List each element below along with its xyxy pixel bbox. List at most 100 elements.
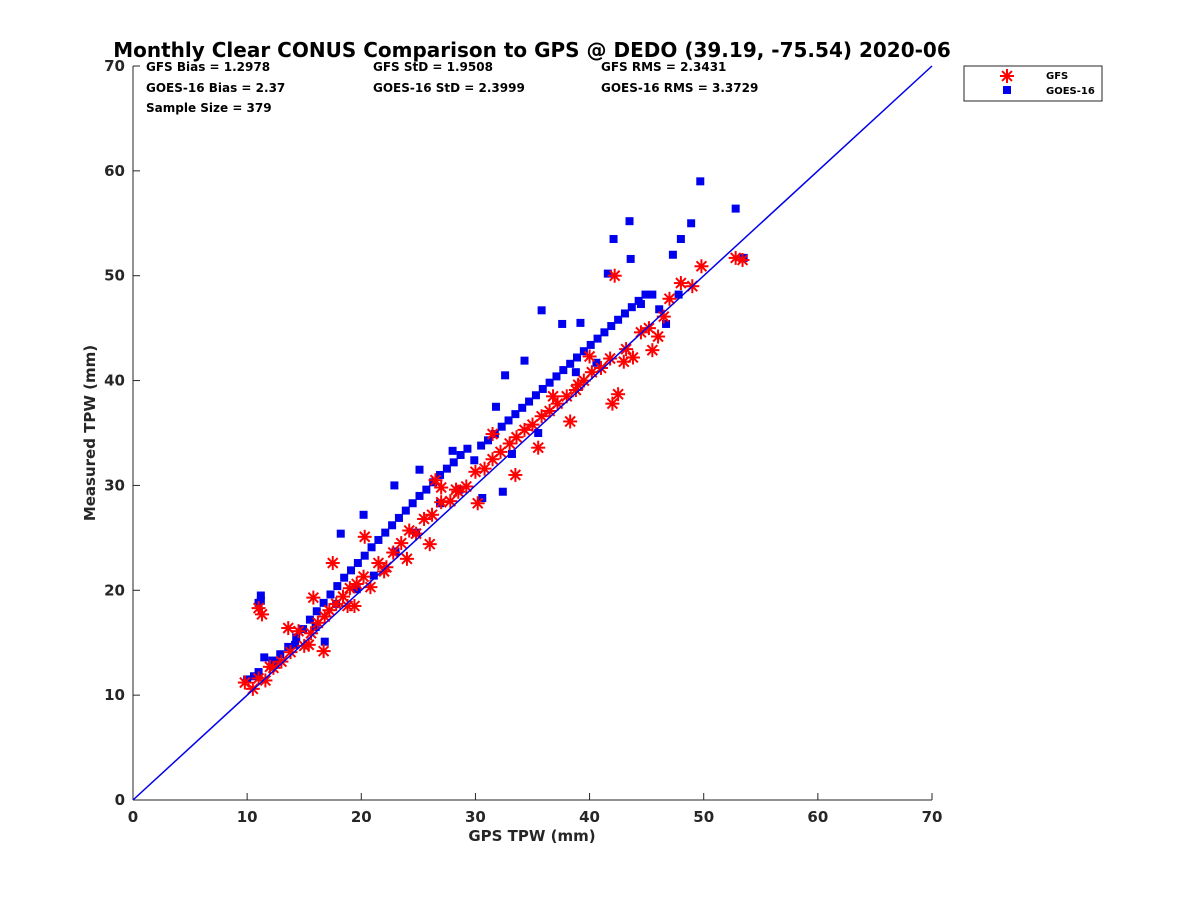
goes-16-point — [674, 290, 683, 299]
goes-16-point — [626, 254, 635, 263]
goes-16-point — [456, 451, 465, 460]
x-tick-label: 50 — [693, 808, 714, 826]
goes-16-point — [507, 449, 516, 458]
gfs-point — [377, 564, 392, 579]
goes-16-point — [256, 596, 265, 605]
gfs-point — [468, 464, 483, 479]
y-tick-label: 50 — [104, 267, 125, 285]
goes-16-point — [291, 640, 300, 649]
goes-16-point — [593, 334, 602, 343]
x-tick-label: 0 — [128, 808, 138, 826]
gfs-point — [673, 276, 688, 291]
goes-16-point — [534, 429, 543, 437]
goes-16-point — [558, 319, 567, 328]
goes-16-point — [648, 290, 657, 299]
legend: GFS GOES-16 — [963, 65, 1103, 102]
y-ticks: 0 10 20 30 40 50 60 70 — [104, 57, 140, 809]
gfs-point — [508, 467, 523, 482]
gfs-point — [304, 626, 319, 641]
goes-16-point — [260, 653, 269, 662]
legend-box — [963, 65, 1103, 102]
gfs-point — [616, 354, 631, 369]
gfs-point — [534, 409, 549, 424]
gfs-rms-stat: GFS RMS = 2.3431 — [601, 60, 726, 74]
goes-16-point — [347, 566, 356, 575]
goes-16-point — [470, 456, 479, 465]
gfs-point — [735, 252, 750, 267]
goes-16-point — [696, 177, 705, 186]
goes-16-point — [586, 340, 595, 349]
goes-16-point — [415, 491, 424, 500]
gfs-point — [283, 645, 298, 660]
goes-16-point — [641, 290, 650, 299]
goes-16-point — [573, 353, 582, 362]
gfs-point — [568, 383, 583, 398]
gfs-point — [291, 624, 306, 639]
goes-16-point — [576, 318, 585, 327]
goes-16-point — [415, 465, 424, 474]
goes-16-point — [369, 571, 378, 580]
gfs-point — [258, 673, 273, 688]
gfs-point — [509, 430, 524, 445]
gfs-point — [517, 422, 532, 437]
goes-16-point — [477, 441, 486, 450]
goes-16-point — [401, 506, 410, 515]
gfs-point — [428, 473, 443, 488]
gfs-point — [434, 495, 449, 510]
plot-axes — [132, 66, 932, 801]
gfs-point — [386, 545, 401, 560]
gfs-point — [425, 507, 440, 522]
goes-16-point — [607, 322, 616, 331]
goes-16-point — [448, 446, 457, 455]
goes-16-point — [614, 315, 623, 324]
goes-16-point — [390, 481, 399, 490]
gfs-point — [611, 387, 626, 402]
gfs-point — [336, 589, 351, 604]
x-ticks: 0 10 20 30 40 50 60 70 — [128, 793, 943, 826]
goes-16-point — [504, 416, 513, 425]
goes-16-point — [537, 306, 546, 315]
one-to-one-line — [132, 65, 933, 801]
gfs-point — [493, 444, 508, 459]
gfs-point — [422, 537, 437, 552]
goes-16-point — [518, 403, 527, 412]
goes-16-point — [498, 487, 507, 496]
goes-16-point — [625, 217, 634, 226]
y-tick-label: 10 — [104, 686, 125, 704]
goes-16-point — [501, 371, 510, 380]
gfs-point — [571, 377, 586, 392]
gfs-point — [449, 482, 464, 497]
goes-16-point — [538, 384, 547, 393]
x-tick-label: 30 — [465, 808, 486, 826]
gfs-point — [301, 637, 316, 652]
goes-rms-stat: GOES-16 RMS = 3.3729 — [601, 81, 758, 95]
goes-16-point — [305, 615, 314, 624]
gfs-point — [563, 414, 578, 429]
gfs-point — [694, 259, 709, 274]
goes-16-point — [408, 499, 417, 508]
goes-bias-stat: GOES-16 Bias = 2.37 — [146, 81, 285, 95]
goes-16-point — [256, 591, 265, 600]
goes-16-point — [463, 444, 472, 453]
gfs-point — [641, 321, 656, 336]
goes-16-point — [271, 658, 280, 667]
goes-16-point — [531, 391, 540, 400]
goes-16-point — [312, 607, 321, 616]
goes-16-point — [636, 300, 645, 309]
y-tick-label: 70 — [104, 57, 125, 75]
goes-16-point — [600, 328, 609, 337]
goes-16-point — [320, 637, 329, 646]
gfs-bias-stat: GFS Bias = 1.2978 — [146, 60, 270, 74]
legend-goes-label: GOES-16 — [1046, 86, 1095, 97]
goes-16-point — [336, 529, 345, 538]
y-tick-label: 40 — [104, 372, 125, 390]
gfs-point — [251, 601, 266, 616]
legend-goes-marker — [1003, 86, 1011, 94]
gfs-point — [409, 526, 424, 541]
gfs-std-stat: GFS StD = 1.9508 — [373, 60, 493, 74]
gfs-point — [237, 675, 252, 690]
goes-16-point — [676, 235, 685, 244]
gfs-point — [593, 360, 608, 375]
x-tick-label: 70 — [922, 808, 943, 826]
gfs-point — [262, 659, 277, 674]
